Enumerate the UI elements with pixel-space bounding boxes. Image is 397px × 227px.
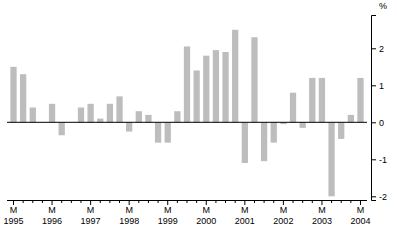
x-tick-mark <box>32 200 33 203</box>
bar <box>271 122 277 142</box>
chart: -2 -1 0 1 2% M1995 M1996 M1997 M1998 M1999 M2000 M2… <box>0 0 397 227</box>
bar <box>174 111 180 122</box>
bar <box>30 108 36 123</box>
x-tick-mark <box>273 200 274 203</box>
bar <box>348 115 354 122</box>
bar <box>319 78 325 122</box>
x-tick-label: M1996 <box>42 205 62 226</box>
y-tick-mark <box>371 122 376 123</box>
y-tick-mark <box>371 48 376 49</box>
y-label: % <box>379 1 387 11</box>
x-tick-label: M2002 <box>273 205 293 226</box>
x-tick-mark <box>187 200 188 203</box>
x-tick-mark <box>177 200 178 203</box>
bars <box>10 30 363 197</box>
bar <box>59 122 65 135</box>
zero-line <box>7 122 367 123</box>
bar <box>261 122 267 161</box>
x-tick-mark <box>215 200 216 203</box>
y-tick-label: 1 <box>379 81 384 91</box>
y-tick-label: 0 <box>379 118 384 128</box>
x-tick-label: M1997 <box>81 205 101 226</box>
x-tick-mark <box>109 200 110 203</box>
x-tick-label: M1999 <box>158 205 178 226</box>
x-tick-mark <box>138 200 139 203</box>
x-tick-mark <box>235 200 236 203</box>
bar <box>300 122 306 128</box>
bar <box>107 104 113 123</box>
x-tick-mark <box>158 200 159 203</box>
bar <box>184 46 190 122</box>
bar <box>203 56 209 123</box>
x-tick-mark <box>61 200 62 203</box>
x-tick-mark <box>148 200 149 203</box>
bar <box>309 78 315 122</box>
x-axis: M1995 M1996 M1997 M1998 M1999 M2000 M2001 M2002… <box>3 200 370 226</box>
bar <box>242 122 248 163</box>
bar <box>232 30 238 123</box>
x-tick-mark <box>196 200 197 203</box>
y-tick-mark <box>371 196 376 197</box>
y-tick: 2 <box>371 44 384 54</box>
y-tick-mark <box>371 159 376 160</box>
x-tick-mark <box>23 200 24 203</box>
bar <box>357 78 363 122</box>
bar <box>97 119 103 123</box>
x-tick-label: M1995 <box>3 205 23 226</box>
bar <box>338 122 344 139</box>
y-tick-mark <box>371 85 376 86</box>
x-tick-mark <box>225 200 226 203</box>
x-tick-mark <box>119 200 120 203</box>
bar <box>213 50 219 122</box>
y-tick-label: -1 <box>379 155 387 165</box>
y-tick: -2 <box>371 192 387 202</box>
y-tick: -1 <box>371 155 387 165</box>
x-tick-mark <box>312 200 313 203</box>
x-tick-mark <box>71 200 72 203</box>
y-tick: 1 <box>371 81 384 91</box>
x-tick-mark <box>293 200 294 203</box>
bar <box>136 111 142 122</box>
bar <box>165 122 171 142</box>
bar <box>49 104 55 123</box>
y-tick-label: 2 <box>379 44 384 54</box>
bar <box>116 96 122 122</box>
x-tick-mark <box>254 200 255 203</box>
x-tick-label: M2004 <box>350 205 370 226</box>
bar <box>10 67 16 123</box>
bar <box>328 122 334 196</box>
x-tick-label: M2001 <box>235 205 255 226</box>
bar <box>222 52 228 122</box>
x-tick-mark <box>350 200 351 203</box>
x-tick-mark <box>100 200 101 203</box>
bar <box>126 122 132 131</box>
x-tick-label: M1998 <box>119 205 139 226</box>
bar <box>194 71 200 123</box>
y-axis-line <box>372 16 377 201</box>
y-tick-label: -2 <box>379 192 387 202</box>
bar <box>20 74 26 122</box>
y-axis: -2 -1 0 1 2 <box>371 16 387 202</box>
bar <box>251 37 257 122</box>
x-tick-mark <box>42 200 43 203</box>
bar <box>155 122 161 142</box>
bar <box>87 104 93 123</box>
x-tick-mark <box>264 200 265 203</box>
x-tick-mark <box>302 200 303 203</box>
bar <box>78 108 84 123</box>
y-tick: 0 <box>371 118 384 128</box>
x-tick-label: M2003 <box>312 205 332 226</box>
x-tick-mark <box>331 200 332 203</box>
x-tick-mark <box>80 200 81 203</box>
x-tick-mark <box>341 200 342 203</box>
bar <box>145 115 151 122</box>
bar <box>290 93 296 123</box>
x-tick-label: M2000 <box>196 205 216 226</box>
